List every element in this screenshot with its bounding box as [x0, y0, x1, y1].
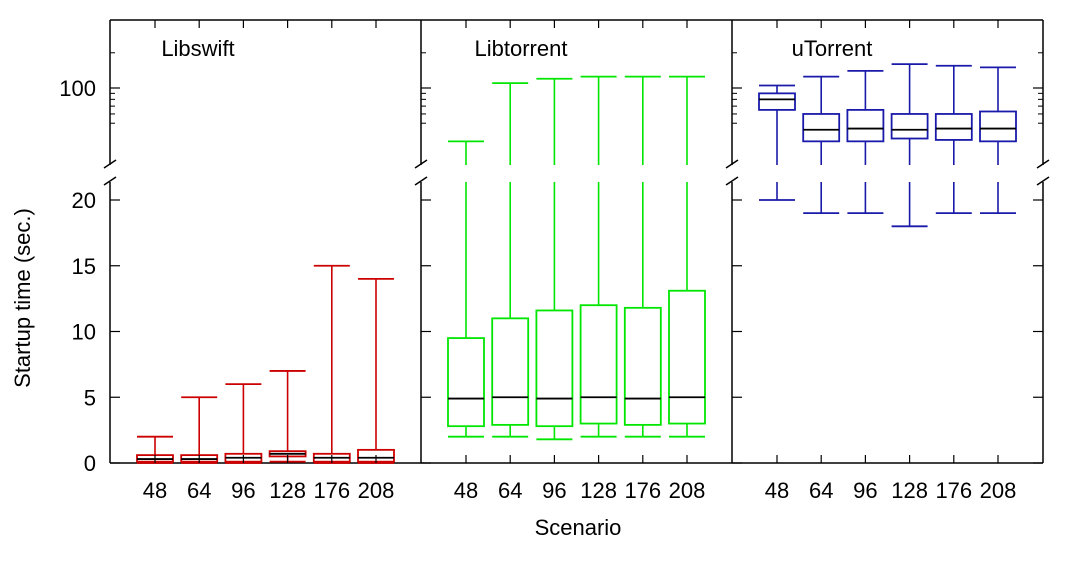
box-utorrent-96	[846, 108, 885, 143]
x-tick-label-64: 64	[187, 478, 211, 503]
box-utorrent-48	[758, 92, 796, 111]
y-tick-label-15: 15	[72, 254, 96, 279]
panel-background-2	[732, 20, 1043, 463]
axis-break-mark-top-1	[414, 159, 428, 169]
x-tick-label-128: 128	[891, 478, 928, 503]
x-tick-label-208: 208	[669, 478, 706, 503]
x-tick-label-48: 48	[143, 478, 167, 503]
x-tick-label-96: 96	[542, 478, 566, 503]
box-utorrent-208	[979, 110, 1017, 143]
box-libtorrent-64	[491, 317, 530, 426]
x-tick-label-64: 64	[809, 478, 833, 503]
x-tick-label-176: 176	[313, 478, 350, 503]
y-tick-label-10: 10	[72, 320, 96, 345]
y-tick-label-5: 5	[84, 385, 96, 410]
box-utorrent-64	[802, 113, 841, 143]
axis-break-mark-top-3	[1036, 159, 1050, 169]
box-libtorrent-96	[535, 309, 574, 428]
panel-background-1	[421, 20, 732, 463]
panel-background-0	[110, 20, 421, 463]
y-tick-label-20: 20	[72, 188, 96, 213]
x-tick-label-128: 128	[580, 478, 617, 503]
panel-title-utorrent: uTorrent	[792, 36, 873, 61]
x-tick-label-176: 176	[935, 478, 972, 503]
panel-title-libswift: Libswift	[161, 36, 234, 61]
panel-title-libtorrent: Libtorrent	[475, 36, 568, 61]
x-tick-label-96: 96	[231, 478, 255, 503]
axis-break-mark-bottom-3	[1036, 176, 1050, 186]
x-axis-title: Scenario	[535, 515, 622, 540]
y-axis-title: Startup time (sec.)	[10, 208, 35, 388]
x-tick-label-208: 208	[358, 478, 395, 503]
box-libtorrent-208	[668, 289, 706, 425]
y-tick-label-100: 100	[59, 76, 96, 101]
x-tick-label-48: 48	[454, 478, 478, 503]
x-tick-label-208: 208	[980, 478, 1017, 503]
axis-break-mark-top-2	[725, 159, 739, 169]
box-utorrent-128	[890, 113, 929, 140]
axis-break-mark-bottom-1	[414, 176, 428, 186]
axis-break-mark-bottom-2	[725, 176, 739, 186]
axis-break-mark-bottom-0	[103, 176, 117, 186]
axis-break-mark-top-0	[103, 159, 117, 169]
x-tick-label-48: 48	[765, 478, 789, 503]
box-libtorrent-128	[579, 304, 618, 425]
x-tick-label-96: 96	[853, 478, 877, 503]
y-tick-label-0: 0	[84, 451, 96, 476]
x-tick-label-176: 176	[624, 478, 661, 503]
box-libtorrent-48	[447, 337, 485, 428]
x-tick-label-128: 128	[269, 478, 306, 503]
box-libtorrent-176	[623, 306, 662, 426]
x-tick-label-64: 64	[498, 478, 522, 503]
box-utorrent-176	[934, 113, 973, 141]
